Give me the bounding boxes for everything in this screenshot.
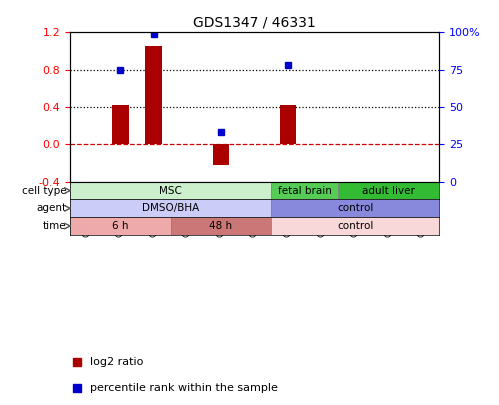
Bar [279, 105, 296, 144]
Text: time: time [42, 221, 66, 231]
Text: log2 ratio: log2 ratio [90, 357, 144, 367]
Text: percentile rank within the sample: percentile rank within the sample [90, 383, 278, 393]
Bar [70, 199, 271, 217]
Bar [213, 144, 230, 165]
Text: 6 h: 6 h [112, 221, 128, 231]
Bar [271, 217, 439, 235]
Text: control: control [337, 221, 373, 231]
Text: control: control [337, 203, 373, 213]
Text: 48 h: 48 h [210, 221, 233, 231]
Text: cell type: cell type [21, 185, 66, 196]
Text: agent: agent [36, 203, 66, 213]
Text: fetal brain: fetal brain [278, 185, 332, 196]
Bar [338, 182, 439, 199]
Bar [145, 47, 162, 144]
Title: GDS1347 / 46331: GDS1347 / 46331 [193, 16, 316, 30]
Text: DMSO/BHA: DMSO/BHA [142, 203, 199, 213]
Bar [271, 182, 338, 199]
Bar [112, 105, 129, 144]
Bar [171, 217, 271, 235]
Bar [271, 199, 439, 217]
Bar [70, 182, 271, 199]
Text: MSC: MSC [159, 185, 182, 196]
Text: adult liver: adult liver [362, 185, 415, 196]
Bar [70, 217, 171, 235]
